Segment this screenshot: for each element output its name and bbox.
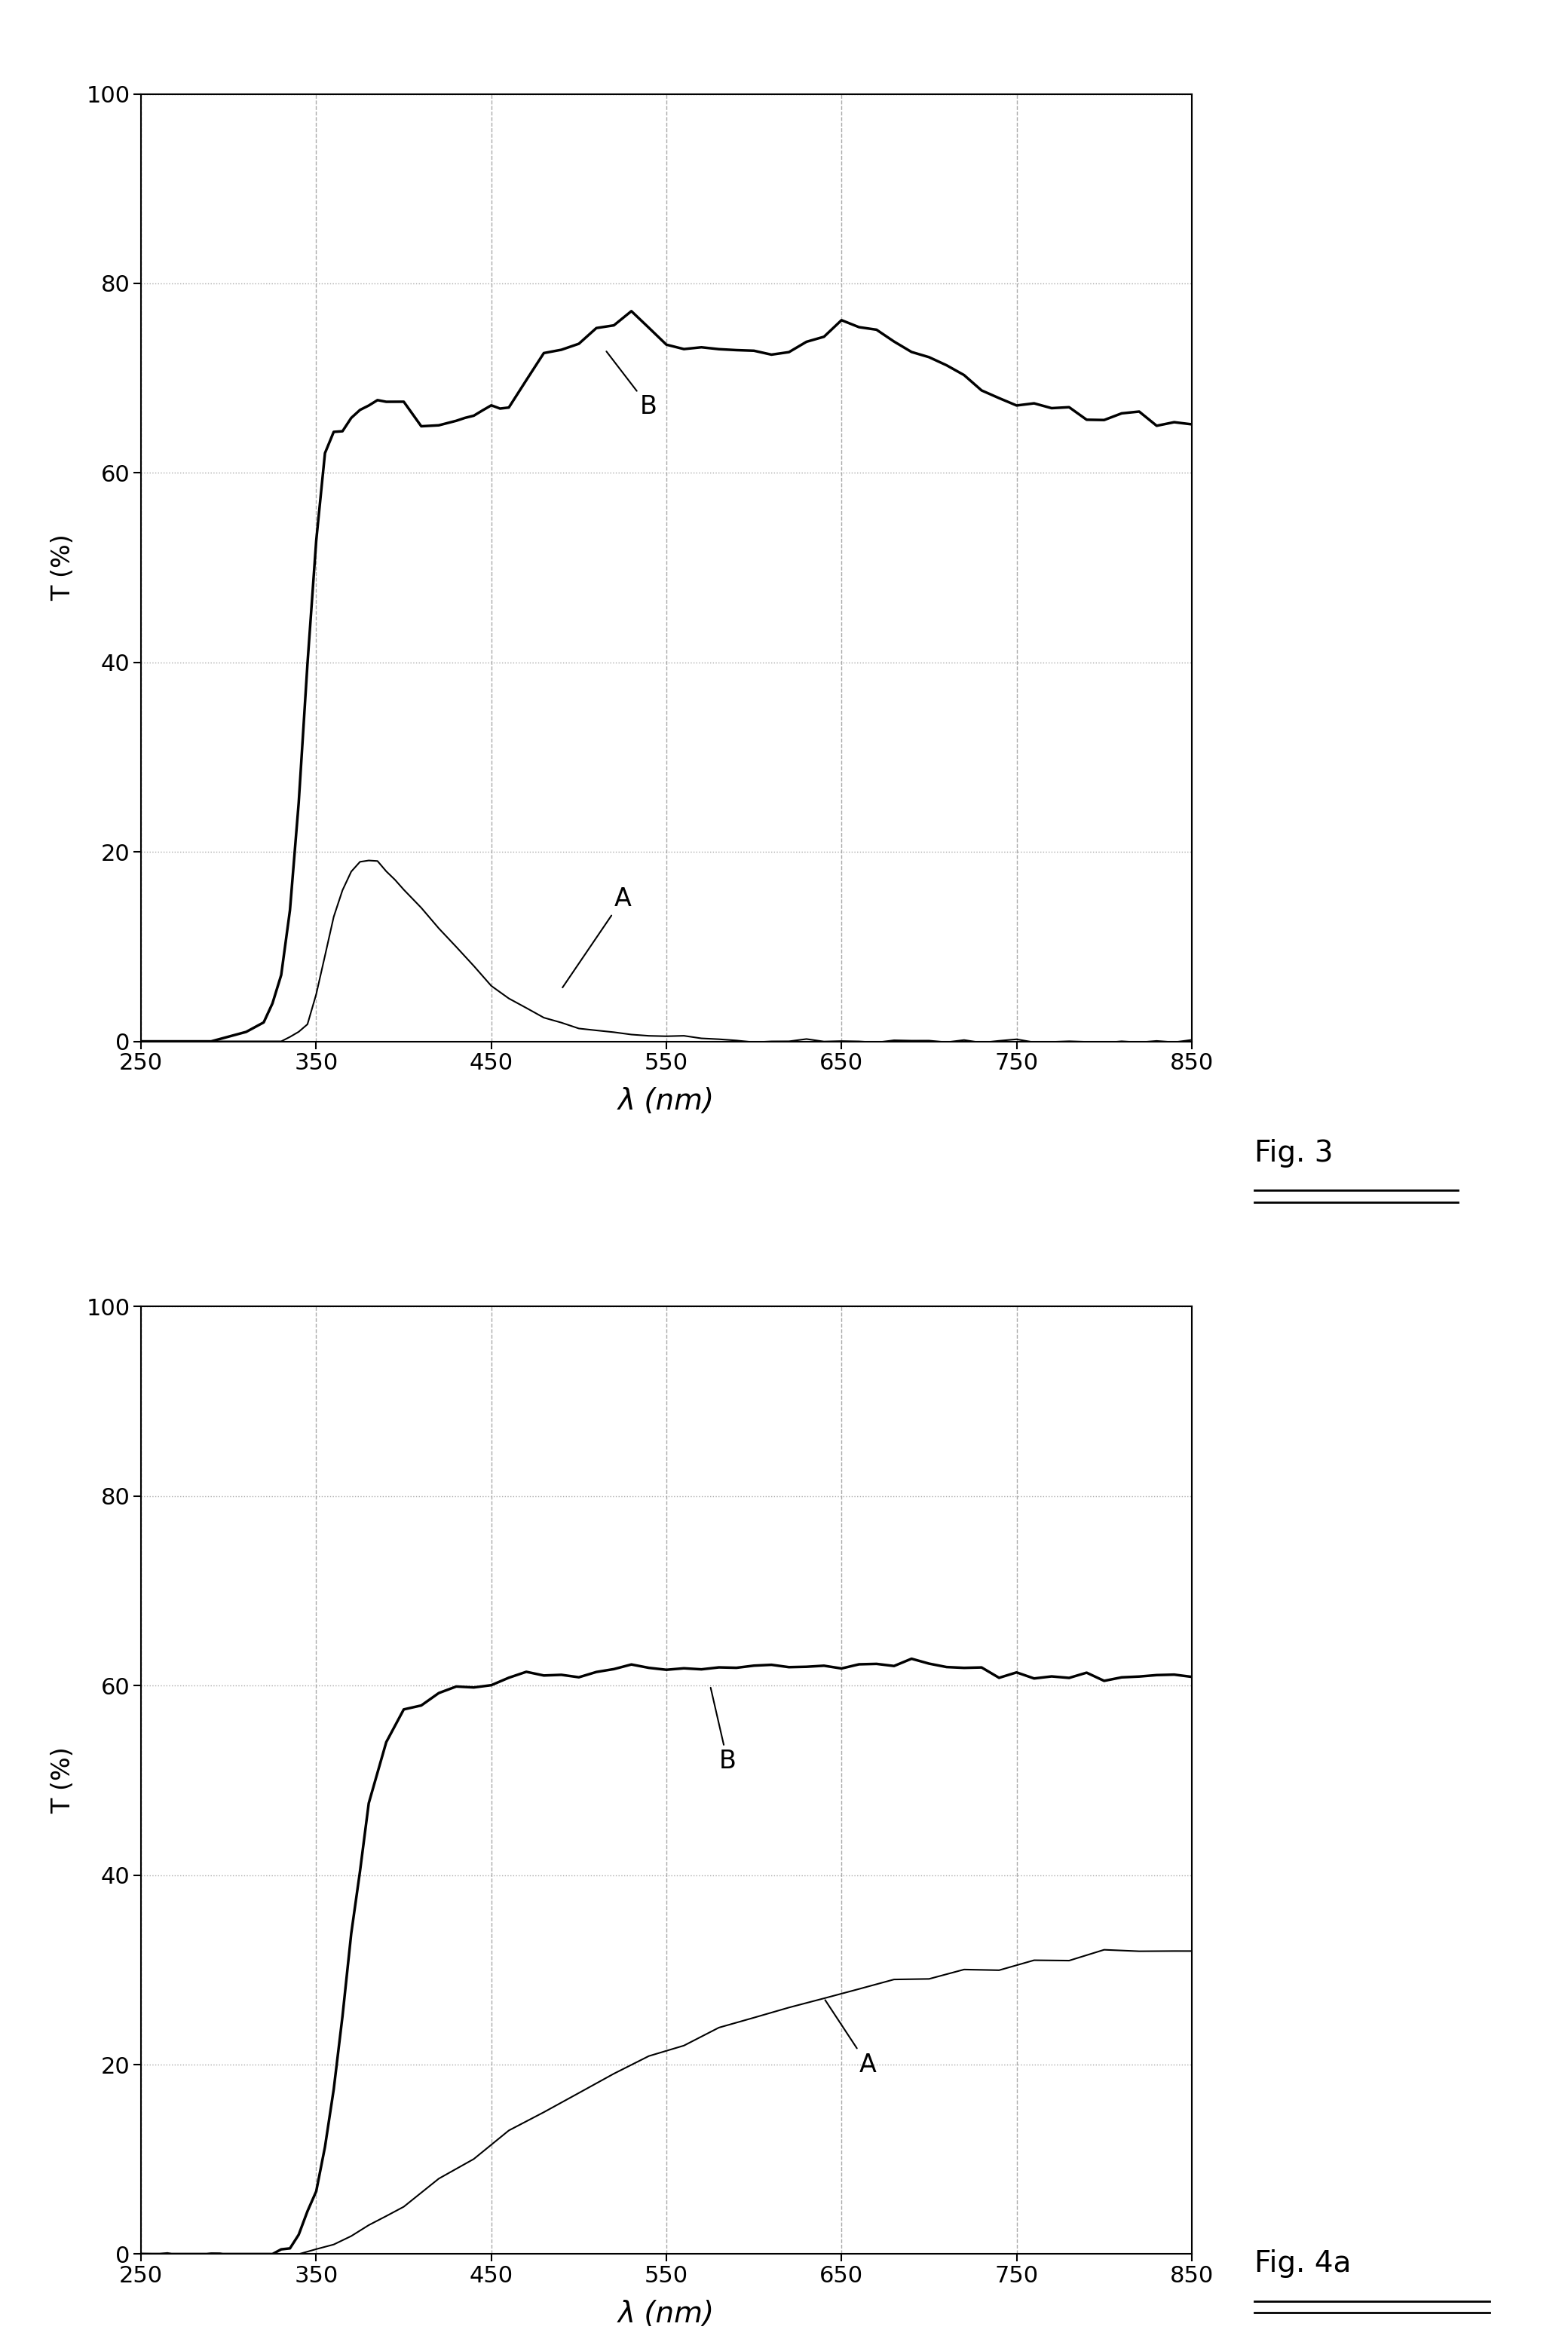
Y-axis label: T (%): T (%) (52, 535, 75, 601)
Text: Fig. 4a: Fig. 4a (1254, 2249, 1352, 2278)
Text: A: A (563, 888, 630, 989)
Text: A: A (825, 2000, 877, 2078)
Text: B: B (607, 352, 657, 418)
Text: B: B (710, 1688, 735, 1773)
X-axis label: λ (nm): λ (nm) (618, 1087, 715, 1115)
Y-axis label: T (%): T (%) (52, 1747, 75, 1813)
X-axis label: λ (nm): λ (nm) (618, 2299, 715, 2329)
Text: Fig. 3: Fig. 3 (1254, 1139, 1333, 1167)
